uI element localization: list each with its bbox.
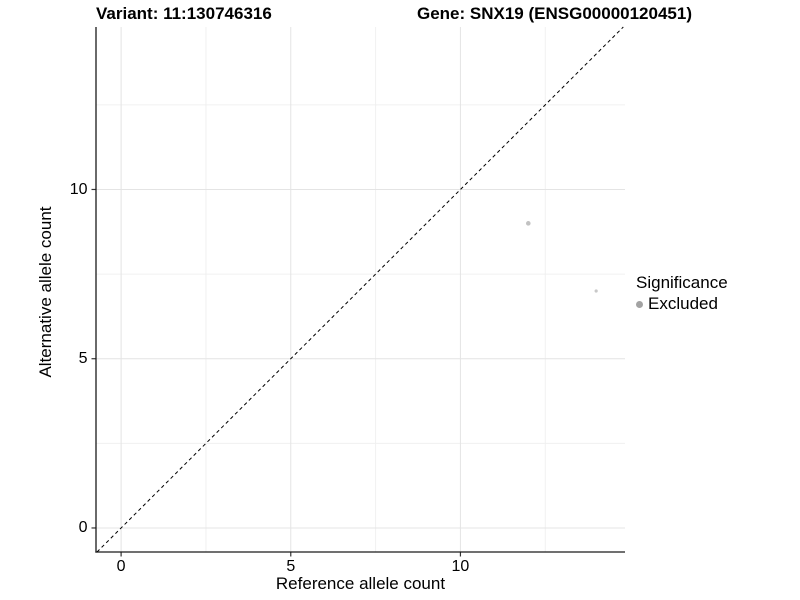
x-tick-label: 5 bbox=[286, 558, 296, 575]
plot-title-gene: Gene: SNX19 (ENSG00000120451) bbox=[417, 4, 692, 23]
data-point bbox=[594, 289, 598, 293]
legend: Significance Excluded bbox=[636, 273, 728, 314]
legend-item-label: Excluded bbox=[648, 294, 718, 313]
identity-line bbox=[96, 26, 624, 553]
data-point bbox=[525, 221, 531, 226]
legend-title: Significance bbox=[636, 273, 728, 292]
x-axis-label: Reference allele count bbox=[275, 574, 446, 593]
y-tick-label: 10 bbox=[69, 180, 88, 198]
x-tick-label: 10 bbox=[451, 558, 470, 575]
y-axis-label: Alternative allele count bbox=[36, 206, 55, 378]
y-tick-label: 0 bbox=[78, 519, 88, 537]
legend-point-icon bbox=[636, 300, 643, 308]
y-tick-label: 5 bbox=[78, 350, 88, 368]
plot-title-variant: Variant: 11:130746316 bbox=[96, 4, 272, 23]
legend-items: Excluded bbox=[636, 294, 728, 314]
legend-item: Excluded bbox=[636, 294, 728, 314]
x-tick-label: 0 bbox=[116, 558, 126, 575]
